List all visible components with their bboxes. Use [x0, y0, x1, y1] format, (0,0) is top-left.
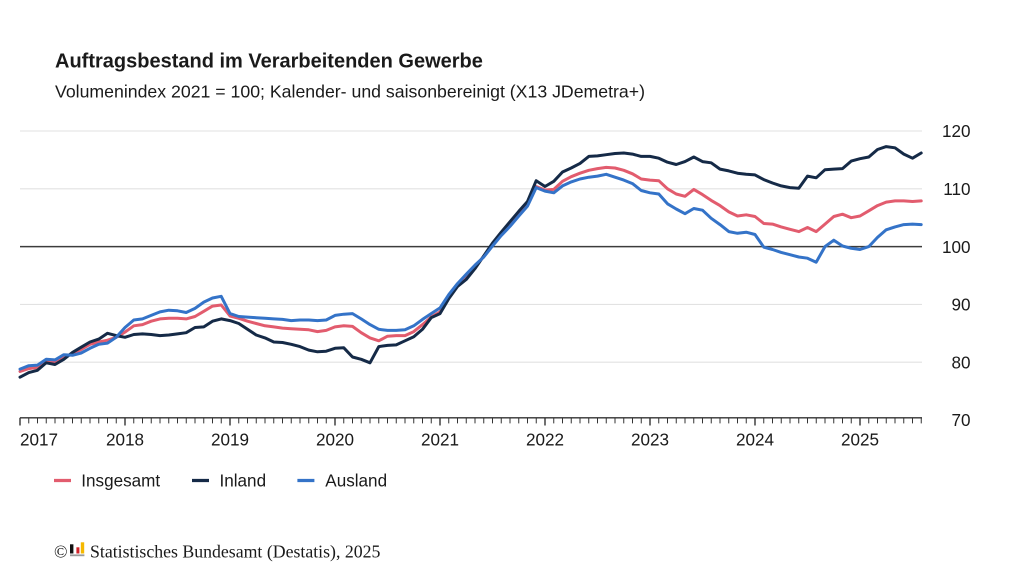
- svg-text:2024: 2024: [736, 430, 774, 449]
- svg-text:120: 120: [942, 122, 971, 141]
- svg-text:2023: 2023: [631, 430, 669, 449]
- svg-text:2020: 2020: [316, 430, 354, 449]
- svg-text:2022: 2022: [526, 430, 564, 449]
- svg-text:Statistisches Bundesamt (Desta: Statistisches Bundesamt (Destatis), 2025: [90, 541, 381, 562]
- svg-text:2017: 2017: [20, 430, 58, 449]
- svg-text:©: ©: [54, 541, 68, 561]
- svg-text:Volumenindex 2021 = 100; Kalen: Volumenindex 2021 = 100; Kalender- und s…: [55, 82, 645, 102]
- svg-text:110: 110: [943, 180, 970, 199]
- svg-text:2019: 2019: [211, 430, 249, 449]
- svg-text:70: 70: [951, 411, 970, 430]
- svg-text:90: 90: [951, 296, 970, 315]
- svg-text:Inland: Inland: [220, 472, 267, 491]
- svg-text:80: 80: [951, 353, 970, 372]
- svg-text:100: 100: [942, 238, 971, 257]
- svg-text:2025: 2025: [841, 430, 879, 449]
- svg-text:Insgesamt: Insgesamt: [81, 472, 160, 491]
- svg-text:2021: 2021: [421, 430, 459, 449]
- svg-text:2018: 2018: [106, 430, 144, 449]
- svg-text:Auftragsbestand im Verarbeiten: Auftragsbestand im Verarbeitenden Gewerb…: [55, 51, 483, 73]
- svg-text:Ausland: Ausland: [325, 472, 387, 491]
